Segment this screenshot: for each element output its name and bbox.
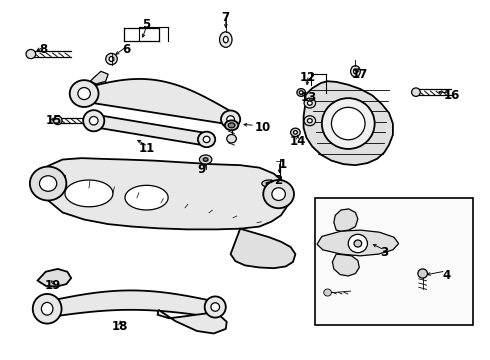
Ellipse shape (205, 296, 226, 318)
Polygon shape (304, 81, 393, 165)
Ellipse shape (221, 111, 240, 128)
Ellipse shape (198, 132, 215, 147)
Ellipse shape (307, 101, 312, 105)
Bar (315, 198, 473, 325)
Polygon shape (84, 79, 231, 125)
Text: 14: 14 (290, 135, 306, 148)
Ellipse shape (227, 135, 236, 143)
Ellipse shape (412, 88, 420, 96)
Ellipse shape (78, 87, 90, 100)
Ellipse shape (225, 120, 238, 130)
Text: 6: 6 (122, 43, 130, 56)
Ellipse shape (199, 155, 212, 164)
Polygon shape (90, 71, 108, 84)
Ellipse shape (41, 302, 53, 315)
Text: 17: 17 (352, 68, 368, 81)
Polygon shape (65, 180, 113, 207)
Text: 11: 11 (139, 142, 155, 155)
Ellipse shape (272, 188, 285, 201)
Ellipse shape (348, 234, 368, 253)
Text: 16: 16 (443, 89, 460, 102)
Ellipse shape (203, 136, 210, 143)
Text: 3: 3 (380, 246, 388, 259)
Text: 5: 5 (143, 18, 151, 31)
Text: 9: 9 (197, 163, 206, 176)
Ellipse shape (30, 167, 66, 201)
Ellipse shape (262, 180, 276, 187)
Ellipse shape (353, 69, 357, 74)
Ellipse shape (324, 289, 331, 296)
Ellipse shape (109, 57, 114, 62)
Ellipse shape (220, 32, 232, 48)
Ellipse shape (263, 180, 294, 208)
Text: 18: 18 (112, 320, 128, 333)
Polygon shape (36, 158, 291, 229)
Ellipse shape (26, 49, 36, 59)
Ellipse shape (223, 36, 228, 43)
Ellipse shape (106, 53, 117, 65)
Ellipse shape (291, 128, 300, 136)
Ellipse shape (331, 107, 365, 140)
Ellipse shape (294, 131, 297, 134)
Ellipse shape (53, 116, 62, 125)
Ellipse shape (70, 80, 98, 107)
Ellipse shape (227, 116, 234, 123)
Ellipse shape (33, 294, 62, 324)
Polygon shape (125, 185, 168, 210)
Polygon shape (158, 310, 227, 333)
Text: 7: 7 (222, 11, 230, 24)
Ellipse shape (354, 240, 362, 247)
Ellipse shape (351, 66, 360, 77)
Text: 10: 10 (255, 121, 271, 134)
Polygon shape (332, 254, 359, 276)
Polygon shape (231, 229, 295, 268)
Ellipse shape (89, 117, 98, 125)
Ellipse shape (307, 118, 312, 123)
Text: 19: 19 (45, 279, 61, 292)
Ellipse shape (83, 110, 104, 131)
Polygon shape (334, 209, 358, 231)
Ellipse shape (297, 89, 305, 96)
Ellipse shape (40, 176, 57, 191)
Polygon shape (94, 114, 207, 146)
Ellipse shape (211, 303, 220, 311)
Text: 4: 4 (442, 269, 451, 282)
Ellipse shape (304, 116, 316, 126)
Text: 15: 15 (46, 113, 62, 126)
Ellipse shape (322, 98, 375, 149)
Ellipse shape (418, 269, 427, 278)
Text: 2: 2 (274, 174, 282, 186)
Text: 8: 8 (39, 43, 48, 56)
Text: 12: 12 (299, 71, 316, 84)
Ellipse shape (299, 91, 303, 94)
Polygon shape (38, 269, 71, 287)
Text: 1: 1 (279, 158, 287, 171)
Polygon shape (317, 230, 399, 256)
Text: 13: 13 (300, 91, 317, 104)
Ellipse shape (266, 182, 272, 185)
Ellipse shape (228, 123, 235, 128)
Ellipse shape (304, 98, 316, 108)
Ellipse shape (203, 158, 208, 161)
Polygon shape (46, 291, 216, 318)
